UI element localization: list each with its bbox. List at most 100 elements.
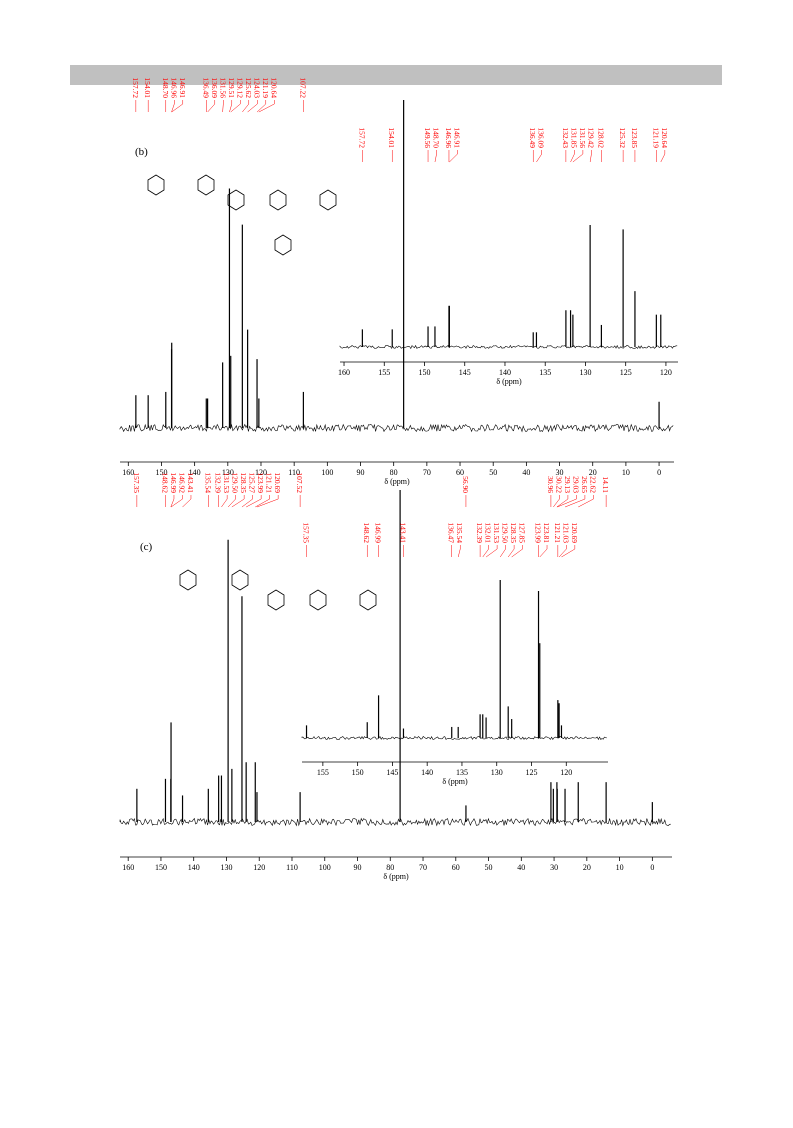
peak-label: 136.49: [528, 127, 537, 148]
peak-label: 135.54: [455, 522, 464, 543]
x-tick-label: 130: [491, 768, 503, 777]
label-leader: [256, 495, 279, 508]
x-tick-label: 130: [579, 368, 591, 377]
panel-label: (b): [135, 146, 148, 158]
peak-label: 121.03: [561, 522, 570, 543]
baseline-noise: [119, 423, 674, 433]
panel-label: (c): [140, 541, 153, 553]
label-leader: [572, 150, 584, 163]
x-tick-label: 140: [188, 863, 200, 872]
label-leader: [561, 545, 576, 558]
x-tick-label: 120: [560, 768, 572, 777]
label-leader: [242, 100, 250, 113]
label-leader: [449, 150, 458, 163]
x-tick-label: 150: [155, 468, 167, 477]
label-leader: [207, 100, 216, 113]
label-leader: [499, 545, 506, 558]
label-leader: [434, 150, 437, 163]
x-tick-label: 125: [526, 768, 538, 777]
x-tick-label: 110: [286, 863, 298, 872]
label-leader: [553, 495, 560, 508]
label-leader: [558, 545, 567, 558]
x-tick-label: 120: [660, 368, 672, 377]
peak-label: 124.03: [252, 77, 261, 98]
peak-label: 131.56: [218, 77, 227, 98]
x-tick-label: 80: [386, 863, 394, 872]
x-tick-label: 155: [378, 368, 390, 377]
x-tick-label: 20: [589, 468, 597, 477]
peak-label: 56.90: [461, 476, 470, 493]
peak-label: 128.35: [509, 522, 518, 543]
baseline-noise: [339, 344, 678, 350]
x-tick-label: 150: [155, 863, 167, 872]
peak-label: 129.50: [231, 472, 240, 493]
peak-label: 125.32: [618, 127, 627, 148]
peak-label: 143.41: [398, 522, 407, 543]
header-bar: [70, 65, 722, 85]
x-tick-label: 20: [583, 863, 591, 872]
peak-label: 121.19: [261, 77, 270, 98]
x-tick-label: 30: [550, 863, 558, 872]
peak-label: 128.02: [596, 127, 605, 148]
x-axis-label: δ (ppm): [496, 377, 522, 386]
x-tick-label: 100: [319, 863, 331, 872]
peak-label: 121.21: [265, 472, 274, 493]
peak-label: 125.62: [244, 77, 253, 98]
peak-label: 107.22: [298, 77, 307, 98]
label-leader: [171, 100, 175, 113]
x-tick-label: 70: [419, 863, 427, 872]
label-leader: [231, 495, 245, 508]
peak-label: 146.96: [444, 127, 453, 148]
peak-label: 131.56: [578, 127, 587, 148]
x-tick-label: 145: [386, 768, 398, 777]
peak-label: 120.64: [269, 77, 278, 98]
x-tick-label: 160: [122, 468, 134, 477]
peak-label: 129.12: [235, 77, 244, 98]
x-tick-label: 10: [622, 468, 630, 477]
peak-label: 132.39: [475, 522, 484, 543]
label-leader: [241, 495, 253, 508]
label-leader: [485, 545, 498, 558]
peak-label: 157.72: [131, 77, 140, 98]
peak-label: 123.99: [534, 522, 543, 543]
peak-label: 120.69: [273, 472, 282, 493]
x-tick-label: 80: [390, 468, 398, 477]
peak-label: 120.64: [660, 127, 669, 148]
label-leader: [170, 495, 175, 508]
peak-label: 131.85: [569, 127, 578, 148]
x-tick-label: 100: [321, 468, 333, 477]
label-leader: [536, 150, 542, 163]
peak-label: 136.09: [210, 77, 219, 98]
x-tick-label: 90: [357, 468, 365, 477]
x-tick-label: 60: [456, 468, 464, 477]
label-leader: [182, 495, 192, 508]
peak-label: 132.01: [484, 522, 493, 543]
x-tick-label: 135: [456, 768, 468, 777]
label-leader: [171, 100, 184, 113]
x-tick-label: 60: [452, 863, 460, 872]
x-tick-label: 155: [317, 768, 329, 777]
peak-label: 127.85: [518, 522, 527, 543]
peak-label: 129.50: [501, 522, 510, 543]
peak-label: 143.41: [186, 472, 195, 493]
label-leader: [229, 100, 233, 113]
x-tick-label: 130: [220, 863, 232, 872]
peak-label: 146.99: [169, 472, 178, 493]
peak-label: 131.53: [492, 522, 501, 543]
label-leader: [570, 150, 575, 163]
label-leader: [564, 495, 586, 508]
x-tick-label: 110: [288, 468, 300, 477]
peak-label: 123.85: [630, 127, 639, 148]
label-leader: [247, 100, 258, 113]
label-leader: [508, 545, 515, 558]
peak-label: 157.35: [302, 522, 311, 543]
x-tick-label: 70: [423, 468, 431, 477]
label-leader: [227, 495, 236, 508]
x-tick-label: 50: [489, 468, 497, 477]
peak-label: 148.70: [161, 77, 170, 98]
x-tick-label: 140: [189, 468, 201, 477]
peak-label: 26.65: [580, 476, 589, 493]
label-leader: [256, 100, 267, 113]
peak-label: 132.39: [214, 472, 223, 493]
peak-label: 148.62: [362, 522, 371, 543]
